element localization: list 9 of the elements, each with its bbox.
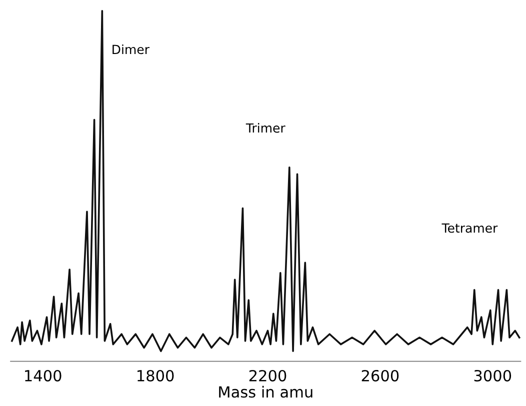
annotation: Tetramer <box>442 223 498 233</box>
annotation: Dimer <box>112 44 150 54</box>
annotation: Trimer <box>246 123 286 133</box>
x-tick-label: 1800 <box>138 370 174 382</box>
x-tick-label: 1400 <box>25 370 62 382</box>
x-axis-title: Mass in amu <box>219 386 312 398</box>
x-tick-label: 2200 <box>249 370 286 382</box>
x-tick-label: 2600 <box>362 370 399 382</box>
x-tick-label: 3000 <box>474 370 512 382</box>
